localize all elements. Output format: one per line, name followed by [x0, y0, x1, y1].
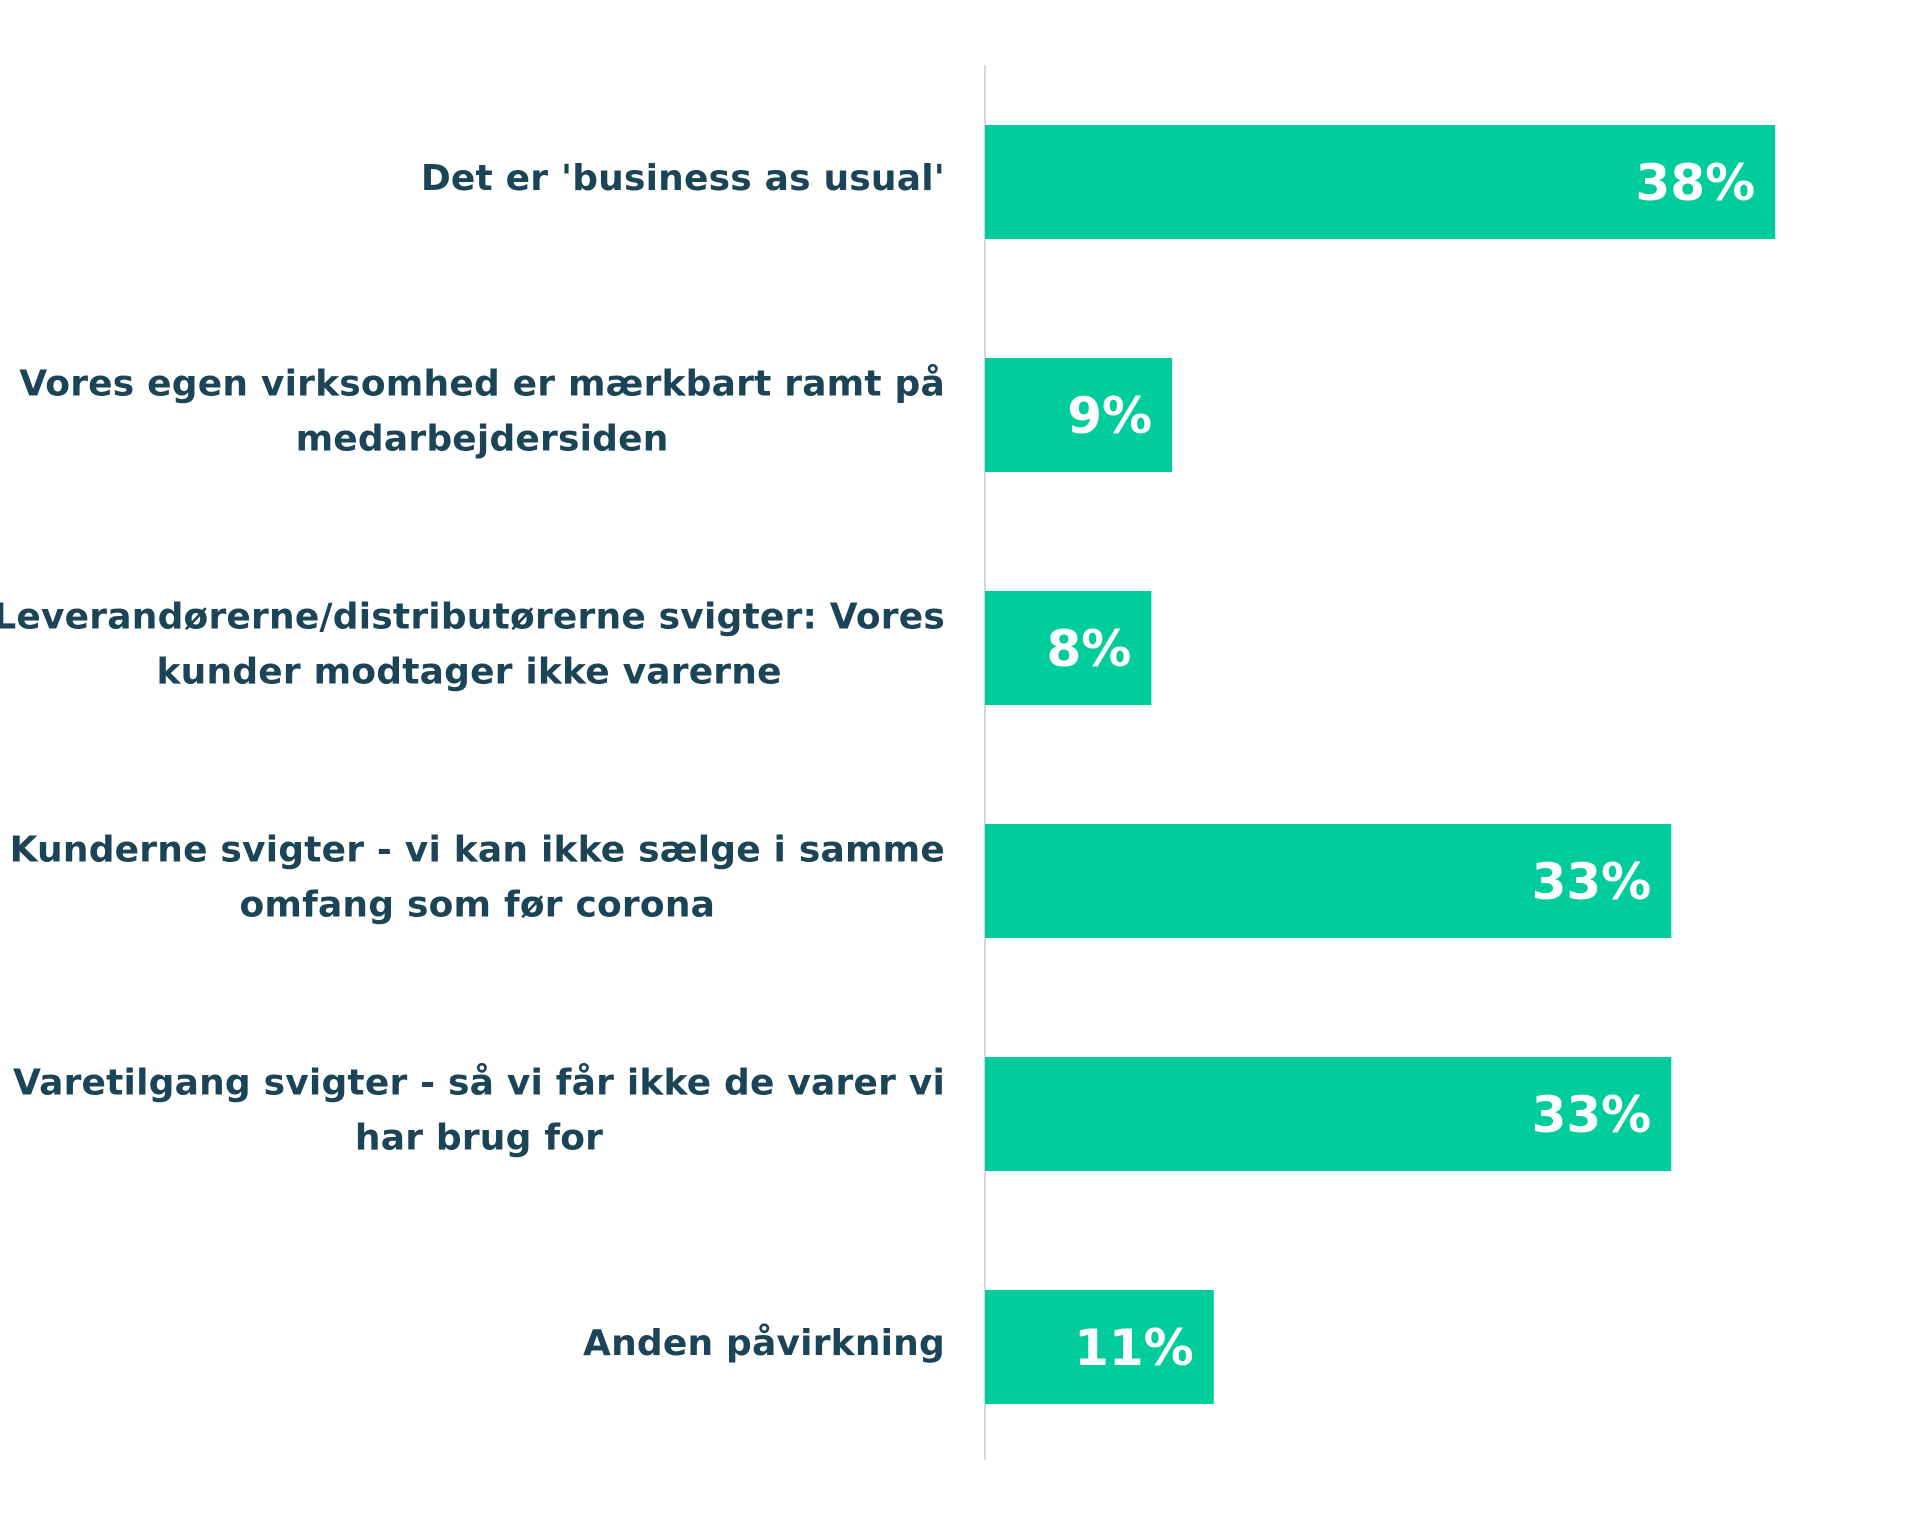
category-label-line: kunder modtager ikke varerne	[157, 652, 782, 693]
category-label-4: Kunderne svigter - vi kan ikke sælge i s…	[10, 830, 945, 926]
data-label-5: 33%	[1532, 1086, 1652, 1144]
category-label-line: Anden påvirkning	[583, 1323, 945, 1364]
category-label-line: medarbejdersiden	[296, 419, 669, 460]
data-labels-group: 38% 9% 8% 33% 33% 11%	[1046, 154, 1755, 1377]
category-label-line: Kunderne svigter - vi kan ikke sælge i s…	[10, 830, 945, 871]
category-label-line: Det er 'business as usual'	[421, 158, 945, 199]
bar-3	[985, 591, 1152, 705]
data-label-4: 33%	[1532, 853, 1652, 911]
category-label-line: omfang som før corona	[239, 885, 715, 926]
category-label-5: Varetilgang svigter - så vi får ikke de …	[13, 1063, 945, 1159]
category-label-6: Anden påvirkning	[583, 1323, 945, 1364]
category-label-1: Det er 'business as usual'	[421, 158, 945, 199]
bar-6	[985, 1290, 1214, 1404]
category-label-line: har brug for	[355, 1118, 603, 1159]
data-label-6: 11%	[1074, 1319, 1194, 1377]
category-label-3: Leverandørerne/distributørerne svigter: …	[0, 597, 945, 693]
category-labels-group: Det er 'business as usual' Vores egen vir…	[0, 158, 945, 1364]
data-label-1: 38%	[1636, 154, 1756, 212]
category-label-2: Vores egen virksomhed er mærkbart ramt p…	[19, 364, 945, 460]
bars-group	[985, 125, 1776, 1404]
category-label-line: Leverandørerne/distributørerne svigter: …	[0, 597, 945, 638]
data-label-3: 8%	[1046, 620, 1131, 678]
data-label-2: 9%	[1067, 387, 1152, 445]
bar-5	[985, 1057, 1672, 1171]
category-label-line: Varetilgang svigter - så vi får ikke de …	[13, 1063, 945, 1104]
bar-1	[985, 125, 1776, 239]
bar-2	[985, 358, 1173, 472]
bar-4	[985, 824, 1672, 938]
category-label-line: Vores egen virksomhed er mærkbart ramt p…	[19, 364, 945, 405]
